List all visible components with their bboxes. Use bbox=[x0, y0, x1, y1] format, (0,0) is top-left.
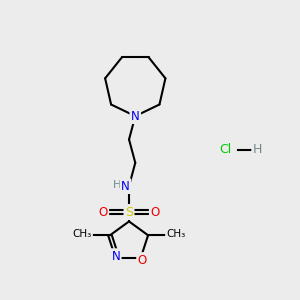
Text: N: N bbox=[121, 180, 130, 193]
Text: CH₃: CH₃ bbox=[167, 229, 186, 239]
Text: Cl: Cl bbox=[219, 143, 231, 157]
Text: H: H bbox=[112, 180, 121, 190]
Text: O: O bbox=[138, 254, 147, 266]
Text: O: O bbox=[150, 206, 160, 218]
Text: N: N bbox=[131, 110, 140, 123]
Text: N: N bbox=[111, 250, 120, 263]
Text: O: O bbox=[98, 206, 108, 218]
Text: CH₃: CH₃ bbox=[72, 229, 92, 239]
Text: S: S bbox=[125, 206, 133, 218]
Text: H: H bbox=[253, 143, 262, 157]
